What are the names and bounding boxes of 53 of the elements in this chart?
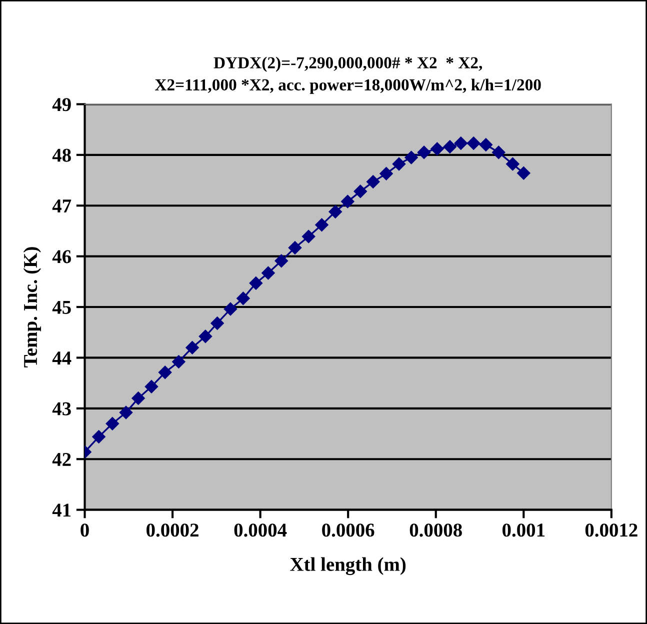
point	[262, 266, 275, 280]
point	[430, 142, 444, 156]
x-tick-label: 0.0008	[410, 524, 462, 537]
y-tick-label: 49	[52, 98, 71, 112]
point	[517, 166, 530, 180]
point	[341, 194, 354, 208]
point	[479, 138, 492, 152]
point	[506, 157, 520, 171]
point	[224, 302, 238, 316]
x-tick-label: 0.0004	[234, 524, 287, 537]
point	[467, 136, 480, 150]
chart-title: DYDX(2)=-7,290,000,000# * X2 * X2, X2=111,000 *X2, acc. power=18,000W/m^2, k/h=1/200	[155, 56, 541, 94]
y-tick-label: 43	[52, 402, 71, 416]
point	[392, 157, 406, 171]
x-tick-label: 0.0002	[146, 524, 198, 537]
y-tick-label: 45	[52, 300, 71, 314]
point	[119, 406, 133, 420]
point	[236, 292, 250, 305]
point	[443, 140, 456, 154]
point	[328, 205, 342, 218]
x-axis-title: Xtl length (m)	[290, 557, 406, 576]
point	[366, 175, 380, 188]
point	[404, 150, 418, 164]
point	[92, 430, 106, 444]
y-axis-title: Temp. Inc. (K)	[23, 247, 42, 368]
point	[198, 330, 212, 343]
y-tick-label: 47	[52, 200, 72, 212]
point	[288, 241, 302, 254]
point	[158, 366, 172, 379]
point	[302, 230, 316, 244]
y-tick-label: 42	[52, 452, 71, 466]
y-tick-label: 41	[52, 504, 71, 517]
y-tick-label: 44	[52, 352, 72, 364]
point	[315, 218, 328, 232]
y-tick-label: 48	[52, 148, 71, 162]
point	[417, 146, 431, 159]
x-tick-label: 0.0012	[585, 524, 638, 537]
point	[380, 167, 393, 180]
point	[249, 276, 263, 290]
point	[454, 136, 468, 150]
point	[186, 340, 199, 354]
point	[210, 316, 224, 330]
point	[354, 184, 367, 198]
x-tick-label: 0	[80, 524, 89, 537]
y-tick-label: 46	[52, 250, 71, 264]
point	[172, 355, 186, 368]
x-tick-label: 0.001	[502, 524, 545, 537]
point	[274, 254, 288, 268]
point	[106, 417, 119, 430]
point	[132, 392, 145, 405]
point	[144, 380, 158, 394]
x-tick-label: 0.0006	[322, 524, 374, 537]
point	[492, 146, 506, 159]
